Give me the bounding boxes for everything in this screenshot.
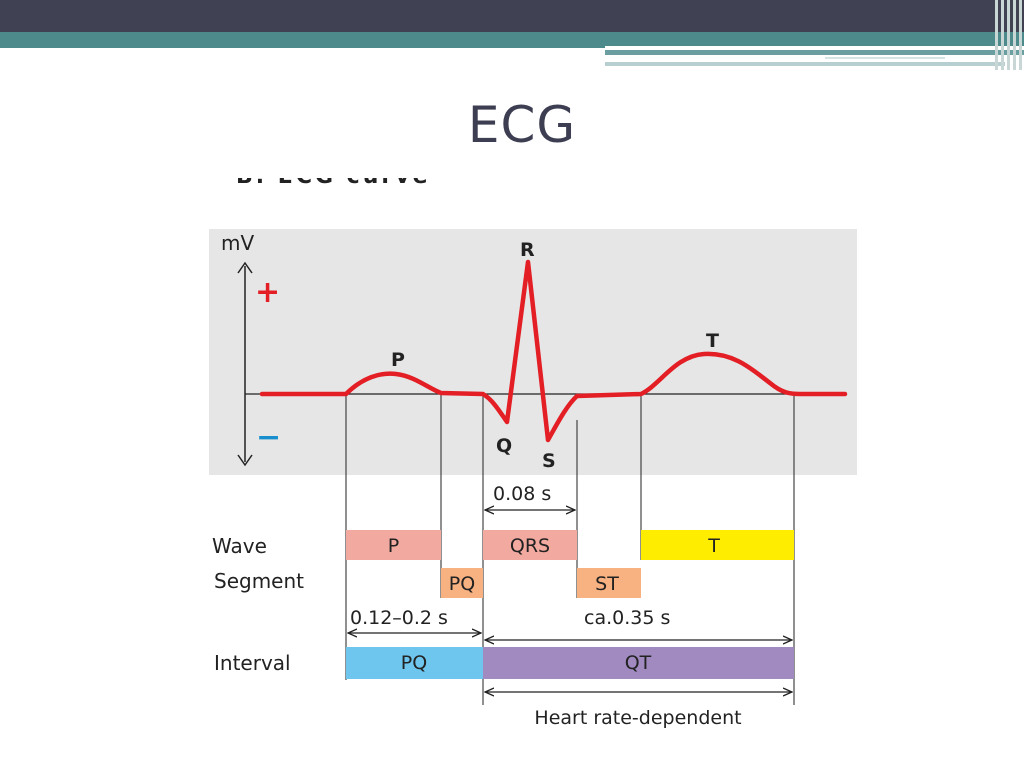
wave-qrs-bar: [483, 530, 577, 560]
cutoff-caption: B. ECG curve: [236, 178, 442, 194]
axis-arrow-up-icon: [237, 261, 253, 274]
segment-pq-bar: [441, 568, 483, 598]
wave-p-bar: [346, 530, 441, 560]
qt-duration-label: ca.0.35 s: [584, 607, 670, 629]
peak-label-p: P: [391, 349, 405, 371]
slide-header-decoration: [0, 0, 1024, 70]
ecg-trace: [259, 259, 848, 443]
row-label-wave: Wave: [212, 534, 267, 558]
axis-unit-label: mV: [221, 231, 254, 255]
wave-t-bar: [641, 530, 794, 560]
slide-title: ECG: [467, 96, 577, 154]
axis-arrow-down-icon: [237, 454, 253, 467]
interval-qt-label: QT: [625, 652, 652, 674]
minus-sign: −: [256, 420, 281, 455]
pq-duration-label: 0.12–0.2 s: [350, 607, 448, 629]
segment-pq-label: PQ: [449, 573, 475, 595]
interval-qt-bar: [483, 647, 794, 679]
peak-label-r: R: [520, 239, 535, 261]
plot-background: [209, 229, 857, 475]
qrs-duration-label: 0.08 s: [493, 483, 551, 505]
wave-p-label: P: [388, 535, 399, 557]
peak-label-t: T: [706, 330, 719, 352]
peak-label-q: Q: [496, 435, 512, 457]
row-label-interval: Interval: [214, 651, 291, 675]
interval-pq-bar: [346, 647, 483, 679]
plus-sign: +: [255, 275, 280, 310]
row-label-segment: Segment: [214, 569, 304, 593]
interval-pq-label: PQ: [401, 652, 427, 674]
cutoff-caption-text: B. ECG curve: [236, 178, 431, 189]
peak-label-s: S: [542, 450, 556, 472]
heart-rate-note: Heart rate-dependent: [534, 707, 741, 729]
wave-qrs-label: QRS: [510, 535, 550, 557]
wave-t-label: T: [707, 535, 720, 557]
segment-st-bar: [577, 568, 641, 598]
segment-st-label: ST: [595, 573, 619, 595]
